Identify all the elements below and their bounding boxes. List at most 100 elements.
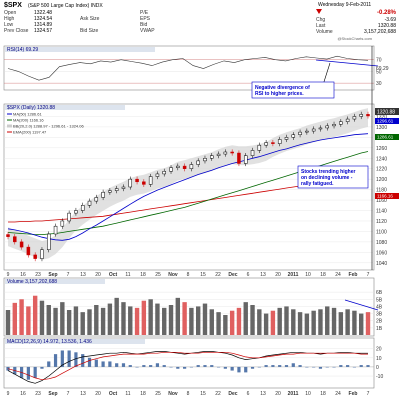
candle-body bbox=[223, 151, 228, 155]
volume-bar bbox=[325, 306, 330, 335]
candle-body bbox=[80, 205, 85, 211]
macd-hist-bar bbox=[257, 366, 261, 368]
header: $SPX (S&P 500 Large Cap Index) INDX Wedn… bbox=[4, 2, 397, 41]
x-tick-label: 18 bbox=[140, 272, 146, 278]
volume-bar bbox=[121, 302, 126, 335]
x-tick-label: 22 bbox=[215, 391, 221, 397]
macd-panel: 20 10 0 -10 MACD(12,26,9) 14.972, 13.536, 1… bbox=[3, 337, 383, 389]
high-value: 1324.54 bbox=[34, 16, 52, 22]
tag-bg-3 bbox=[375, 193, 399, 199]
candle-body bbox=[318, 127, 323, 130]
open-value: 1322.48 bbox=[34, 10, 52, 16]
candle-body bbox=[128, 178, 133, 188]
vwap-label: VWAP bbox=[140, 28, 155, 34]
volume-bar bbox=[270, 310, 276, 335]
x-tick-label: Nov bbox=[168, 272, 178, 278]
volume-bar bbox=[257, 309, 262, 335]
volume-tick-label: 1B bbox=[376, 326, 383, 332]
x-tick-label: 23 bbox=[35, 272, 41, 278]
candle-body bbox=[169, 167, 173, 172]
volume-bar bbox=[189, 307, 194, 335]
price-tick-label: 1040 bbox=[376, 261, 387, 267]
candle-body bbox=[155, 173, 160, 177]
last-price-tag-bg bbox=[375, 108, 399, 115]
macd-hist-bar bbox=[271, 365, 275, 367]
volume-bar bbox=[223, 315, 228, 335]
x-tick-label: 9 bbox=[7, 272, 10, 278]
volume-bar bbox=[53, 307, 58, 335]
legend-ma50: MA(50) 1286.61 bbox=[13, 112, 42, 117]
macd-hist-bar bbox=[108, 361, 112, 367]
volume-bar bbox=[5, 310, 11, 335]
x-tick-label: 7 bbox=[67, 272, 70, 278]
macd-hist-bar bbox=[203, 365, 207, 367]
candle-body bbox=[196, 160, 200, 165]
x-tick-label: 2011 bbox=[288, 272, 299, 278]
candle-body bbox=[176, 165, 180, 168]
volume-bar bbox=[209, 309, 214, 335]
price-tick-label: 1060 bbox=[376, 250, 387, 256]
macd-hist-bar bbox=[366, 365, 370, 367]
volume-title-bg bbox=[5, 279, 105, 284]
price-tick-label: 1180 bbox=[376, 188, 387, 194]
volume-bar bbox=[100, 307, 106, 335]
volume-bar bbox=[250, 305, 255, 335]
macd-hist-bar bbox=[40, 366, 44, 369]
macd-hist-bar bbox=[264, 365, 268, 367]
volume-bar bbox=[80, 312, 85, 335]
brand-watermark: @StockCharts.com bbox=[337, 36, 372, 41]
macd-hist-bar bbox=[128, 365, 132, 367]
candle-body bbox=[305, 130, 309, 133]
x-tick-label: Feb bbox=[349, 391, 358, 397]
volume-bar bbox=[155, 303, 160, 335]
x-tick-label: 7 bbox=[67, 391, 70, 397]
x-tick-label: 15 bbox=[200, 391, 206, 397]
price-tick-label: 1140 bbox=[376, 209, 387, 215]
candle-body bbox=[148, 176, 153, 185]
low-label: Low bbox=[4, 22, 14, 28]
candle-body bbox=[264, 142, 268, 146]
volume-bar bbox=[216, 312, 221, 335]
tag-bb: 1296.61 bbox=[377, 119, 394, 124]
macd-hist-bar bbox=[216, 366, 221, 368]
signal-line bbox=[7, 351, 368, 381]
price-tick-label: 1240 bbox=[376, 156, 387, 162]
volume-bar bbox=[87, 309, 92, 335]
legend-bb: BB(20,2.0) 1288.97 - 1296.61 - 1324.06 bbox=[13, 124, 84, 129]
macd-hist-bar bbox=[210, 365, 214, 367]
macd-hist-bar bbox=[250, 366, 255, 369]
candle-body bbox=[87, 200, 92, 206]
volume-tick-label: 3B bbox=[376, 312, 383, 318]
macd-title: MACD(12,26,9) 14.972, 13.536, 1.436 bbox=[7, 339, 92, 345]
macd-histogram bbox=[6, 350, 370, 380]
candle-body bbox=[13, 236, 17, 243]
macd-hist-bar bbox=[149, 365, 153, 367]
chg-value: -3.69 bbox=[385, 17, 397, 23]
candle-body bbox=[311, 128, 316, 132]
macd-y-ticks: 20 10 0 -10 bbox=[376, 347, 383, 380]
volume-bar bbox=[128, 306, 133, 335]
x-tick-label: Oct bbox=[109, 391, 118, 397]
candle-body bbox=[210, 155, 214, 159]
x-tick-label: Nov bbox=[168, 391, 178, 397]
volume-bar bbox=[311, 310, 316, 335]
macd-hist-bar bbox=[121, 363, 126, 367]
volume-value: 3,157,202,688 bbox=[364, 29, 396, 35]
rsi-title: RSI(14) 69.29 bbox=[7, 47, 38, 53]
asksize-label: Ask Size bbox=[80, 16, 100, 22]
candle-body bbox=[250, 150, 255, 156]
x-tick-label: 20 bbox=[95, 272, 101, 278]
prevclose-label: Prev Close bbox=[4, 28, 29, 34]
macd-hist-bar bbox=[142, 365, 146, 367]
macd-hist-bar bbox=[101, 361, 105, 367]
x-tick-label: 10 bbox=[305, 272, 311, 278]
macd-tick-label: 0 bbox=[376, 365, 379, 371]
candle-body bbox=[237, 152, 241, 164]
macd-hist-bar bbox=[359, 365, 363, 367]
x-tick-label: 20 bbox=[275, 272, 281, 278]
macd-hist-bar bbox=[325, 366, 329, 368]
macd-hist-bar bbox=[189, 366, 193, 368]
x-tick-label: Oct bbox=[109, 272, 118, 278]
rsi-note-line1: Negative divergence of bbox=[255, 85, 310, 91]
